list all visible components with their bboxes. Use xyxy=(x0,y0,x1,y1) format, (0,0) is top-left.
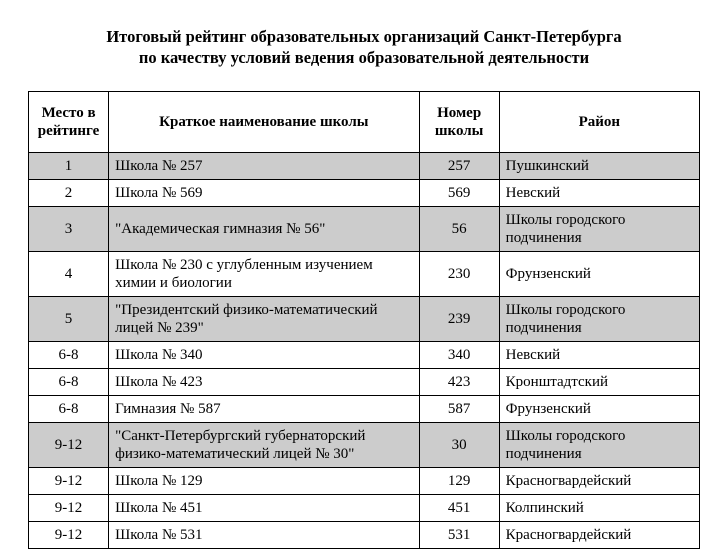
col-header-name: Краткое наименование школы xyxy=(109,91,419,152)
table-row: 5"Президентский физико-математический ли… xyxy=(29,296,700,341)
cell-number: 531 xyxy=(419,521,499,548)
cell-region: Школы городского подчинения xyxy=(499,296,699,341)
table-row: 9-12"Санкт-Петербургский губернаторский … xyxy=(29,422,700,467)
title-line-1: Итоговый рейтинг образовательных организ… xyxy=(106,27,621,46)
cell-name: "Академическая гимназия № 56" xyxy=(109,206,419,251)
cell-region: Невский xyxy=(499,179,699,206)
cell-region: Красногвардейский xyxy=(499,467,699,494)
col-header-number: Номер школы xyxy=(419,91,499,152)
table-row: 2Школа № 569569Невский xyxy=(29,179,700,206)
cell-number: 257 xyxy=(419,152,499,179)
cell-region: Невский xyxy=(499,341,699,368)
cell-rank: 9-12 xyxy=(29,422,109,467)
cell-name: Школа № 230 с углубленным изучением хими… xyxy=(109,251,419,296)
cell-rank: 5 xyxy=(29,296,109,341)
cell-name: "Президентский физико-математический лиц… xyxy=(109,296,419,341)
page-title: Итоговый рейтинг образовательных организ… xyxy=(28,26,700,69)
cell-number: 569 xyxy=(419,179,499,206)
cell-name: Школа № 340 xyxy=(109,341,419,368)
cell-number: 423 xyxy=(419,368,499,395)
cell-name: Школа № 423 xyxy=(109,368,419,395)
cell-name: Школа № 531 xyxy=(109,521,419,548)
table-row: 6-8Школа № 340340Невский xyxy=(29,341,700,368)
cell-rank: 9-12 xyxy=(29,494,109,521)
cell-rank: 9-12 xyxy=(29,467,109,494)
cell-region: Пушкинский xyxy=(499,152,699,179)
table-row: 9-12Школа № 531531Красногвардейский xyxy=(29,521,700,548)
cell-number: 340 xyxy=(419,341,499,368)
cell-name: Гимназия № 587 xyxy=(109,395,419,422)
cell-region: Кронштадтский xyxy=(499,368,699,395)
cell-rank: 9-12 xyxy=(29,521,109,548)
cell-name: Школа № 451 xyxy=(109,494,419,521)
table-row: 6-8Гимназия № 587587Фрунзенский xyxy=(29,395,700,422)
table-row: 4Школа № 230 с углубленным изучением хим… xyxy=(29,251,700,296)
cell-rank: 2 xyxy=(29,179,109,206)
cell-number: 230 xyxy=(419,251,499,296)
col-header-rank: Место в рейтинге xyxy=(29,91,109,152)
cell-rank: 6-8 xyxy=(29,341,109,368)
cell-name: Школа № 257 xyxy=(109,152,419,179)
title-line-2: по качеству условий ведения образователь… xyxy=(139,48,589,67)
cell-number: 239 xyxy=(419,296,499,341)
table-row: 9-12Школа № 451451Колпинский xyxy=(29,494,700,521)
cell-name: Школа № 569 xyxy=(109,179,419,206)
cell-name: Школа № 129 xyxy=(109,467,419,494)
ranking-table: Место в рейтинге Краткое наименование шк… xyxy=(28,91,700,549)
cell-region: Школы городского подчинения xyxy=(499,206,699,251)
cell-region: Колпинский xyxy=(499,494,699,521)
col-header-region: Район xyxy=(499,91,699,152)
cell-rank: 1 xyxy=(29,152,109,179)
cell-number: 451 xyxy=(419,494,499,521)
cell-name: "Санкт-Петербургский губернаторский физи… xyxy=(109,422,419,467)
cell-number: 587 xyxy=(419,395,499,422)
cell-rank: 6-8 xyxy=(29,395,109,422)
cell-region: Фрунзенский xyxy=(499,251,699,296)
cell-number: 56 xyxy=(419,206,499,251)
cell-number: 129 xyxy=(419,467,499,494)
table-row: 9-12Школа № 129129Красногвардейский xyxy=(29,467,700,494)
table-row: 6-8Школа № 423423Кронштадтский xyxy=(29,368,700,395)
table-row: 1Школа № 257257Пушкинский xyxy=(29,152,700,179)
cell-rank: 3 xyxy=(29,206,109,251)
cell-region: Фрунзенский xyxy=(499,395,699,422)
cell-number: 30 xyxy=(419,422,499,467)
table-row: 3"Академическая гимназия № 56"56Школы го… xyxy=(29,206,700,251)
cell-rank: 4 xyxy=(29,251,109,296)
cell-rank: 6-8 xyxy=(29,368,109,395)
table-header-row: Место в рейтинге Краткое наименование шк… xyxy=(29,91,700,152)
cell-region: Красногвардейский xyxy=(499,521,699,548)
cell-region: Школы городского подчинения xyxy=(499,422,699,467)
